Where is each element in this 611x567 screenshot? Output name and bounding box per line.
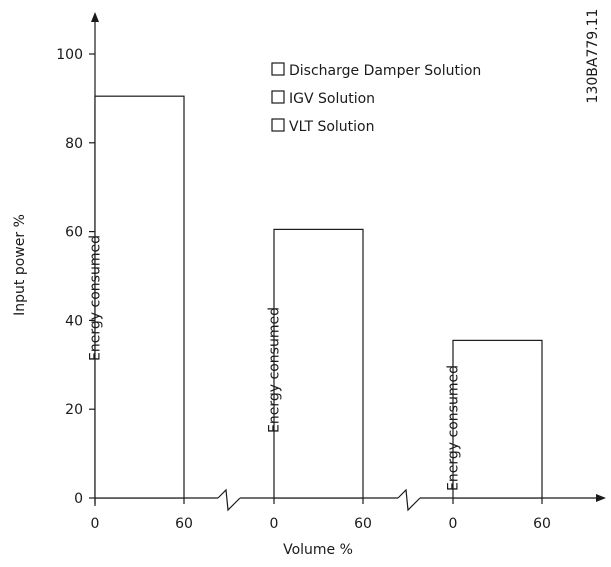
x-tick-label: 0 (270, 516, 279, 532)
x-tick-label: 0 (91, 516, 100, 532)
figure-id-label: 130BA779.11 (585, 9, 601, 104)
bars-layer: Energy consumed Energy consumed Energy con… (88, 95, 543, 499)
ticks-layer: 0 20 40 60 80 100 0 60 0 60 0 60 (56, 47, 551, 532)
bar-label: Energy consumed (267, 307, 283, 433)
legend-swatch-icon (271, 118, 285, 132)
legend-swatch-icon (271, 90, 285, 104)
y-axis-arrow-icon (91, 12, 99, 22)
legend-layer: Discharge Damper Solution IGV Solution VLT… (271, 62, 481, 135)
legend-label: Discharge Damper Solution (289, 63, 481, 79)
y-tick-label: 20 (65, 402, 83, 418)
x-tick-label: 60 (533, 516, 551, 532)
x-tick-label: 0 (449, 516, 458, 532)
y-tick-label: 0 (74, 491, 83, 507)
y-tick-label: 60 (65, 225, 83, 241)
x-axis-arrow-icon (596, 494, 606, 502)
axis-break-icon (217, 488, 241, 512)
bar-label: Energy consumed (88, 235, 104, 361)
x-axis-title: Volume % (283, 542, 353, 558)
y-tick-label: 100 (56, 47, 83, 63)
x-tick-label: 60 (354, 516, 372, 532)
y-tick-label: 40 (65, 313, 83, 329)
legend-swatch-icon (271, 62, 285, 76)
y-axis-title: Input power % (12, 214, 28, 316)
bar (452, 339, 543, 499)
axis-break-icon (397, 488, 421, 512)
x-tick-label: 60 (175, 516, 193, 532)
legend-label: VLT Solution (289, 119, 374, 135)
bar (273, 228, 364, 499)
y-tick-label: 80 (65, 136, 83, 152)
legend-label: IGV Solution (289, 91, 375, 107)
bar (94, 95, 185, 499)
bar-label: Energy consumed (446, 365, 462, 491)
